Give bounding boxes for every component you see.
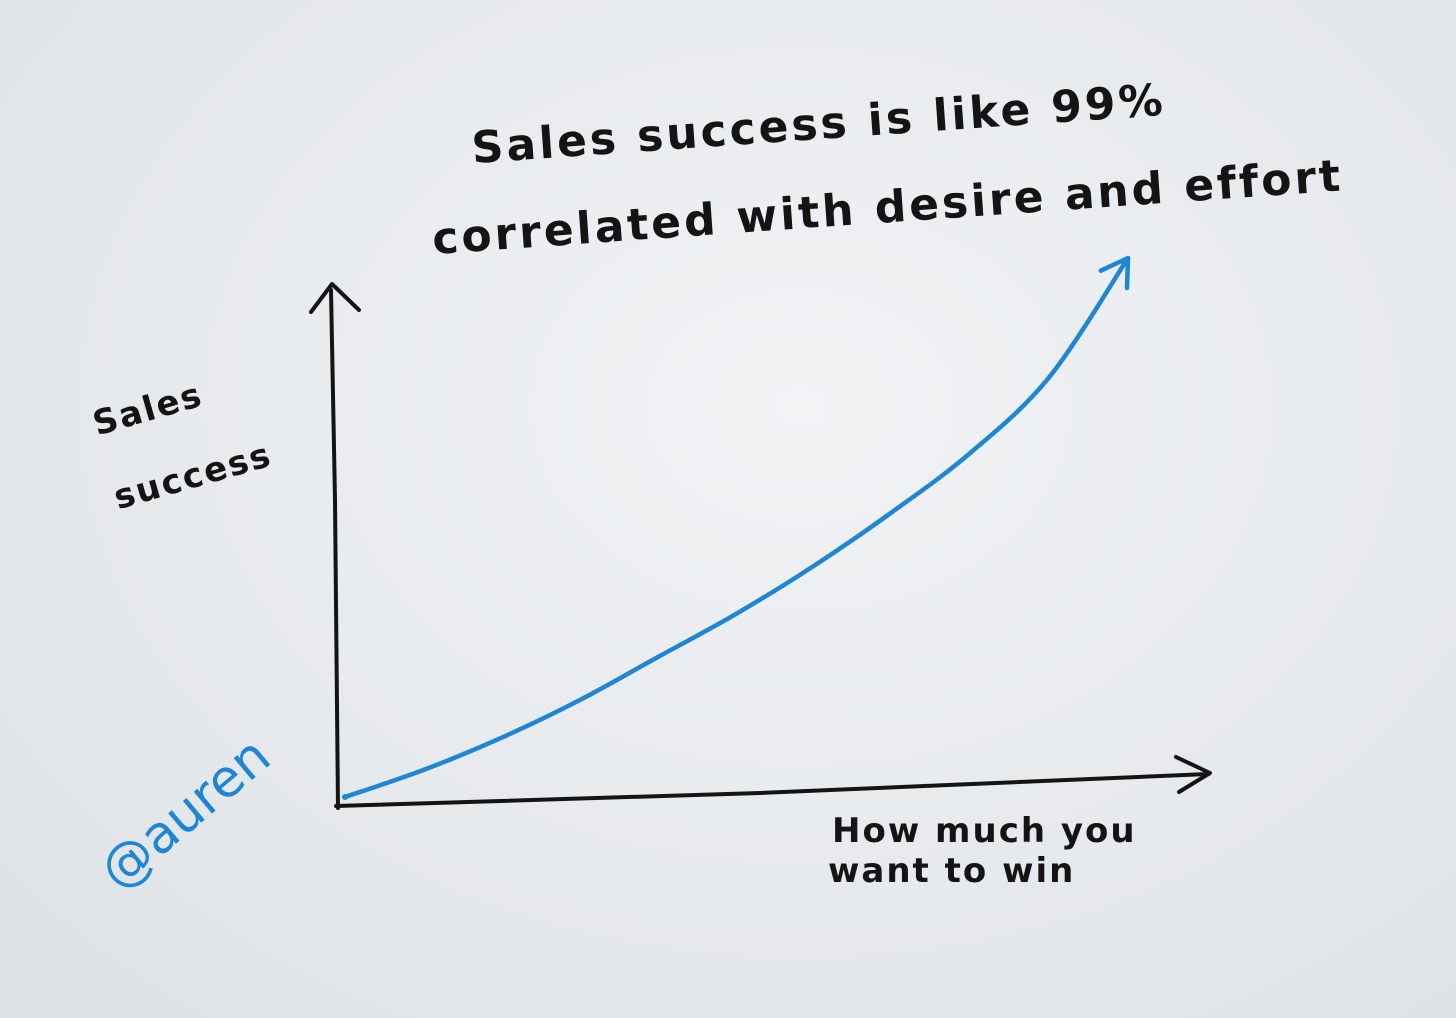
chart-title-line-2: correlated with desire and effort	[431, 150, 1345, 265]
author-signature: @auren	[89, 726, 282, 902]
y-axis-label-line-1: Sales	[88, 375, 207, 444]
y-axis-arrowhead	[309, 282, 361, 314]
chart-title-line-1: Sales success is like 99%	[470, 75, 1167, 174]
series-points-group	[342, 257, 1129, 800]
x-axis-line	[334, 772, 1210, 808]
y-axis-line	[329, 288, 340, 810]
x-axis-label-line-2: want to win	[828, 851, 1075, 891]
x-axis-label-line-1: How much you	[832, 811, 1137, 851]
series-curve	[342, 255, 1131, 800]
x-axis-arrowhead	[1174, 755, 1212, 794]
y-axis-label-line-2: success	[110, 435, 277, 518]
series-point	[342, 794, 348, 800]
